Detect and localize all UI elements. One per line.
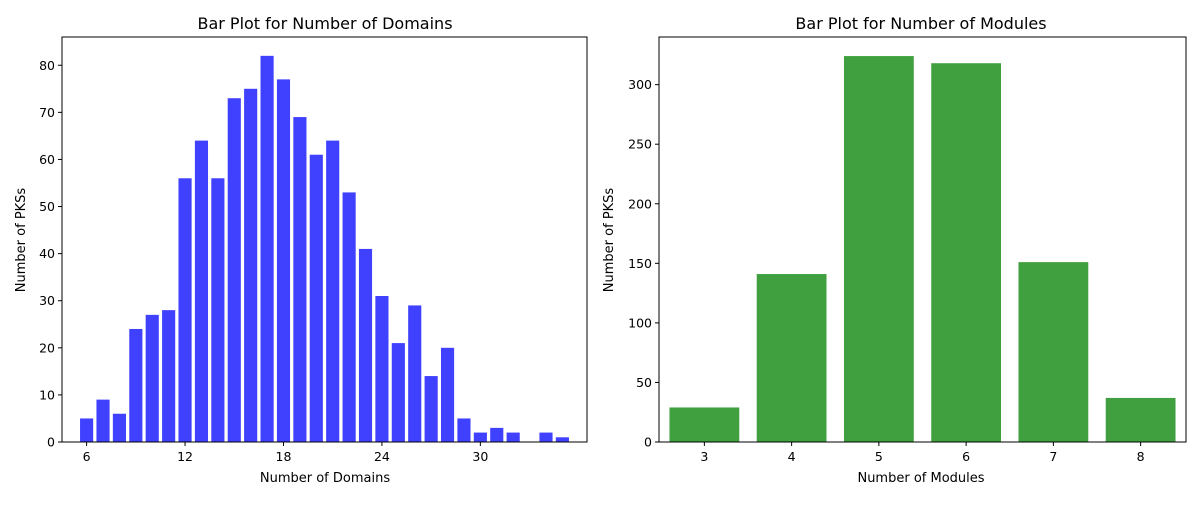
bars-group: [669, 56, 1176, 443]
y-tick-label: 80: [39, 58, 55, 73]
y-tick-label: 50: [636, 375, 652, 390]
bar: [931, 63, 1002, 443]
y-tick-label: 300: [628, 77, 652, 92]
y-tick-label: 0: [644, 435, 652, 450]
y-tick-label: 70: [39, 105, 55, 120]
y-tick-label: 50: [39, 199, 55, 214]
y-tick-label: 150: [628, 256, 652, 271]
x-tick-label: 30: [472, 449, 488, 464]
y-tick-label: 40: [39, 246, 55, 261]
x-ticks: 3 4 5 6 7 8: [700, 442, 1145, 464]
x-tick-label: 5: [875, 449, 883, 464]
bar: [342, 192, 356, 442]
x-tick-label: 6: [83, 449, 91, 464]
x-tick-label: 18: [276, 449, 292, 464]
bar: [391, 343, 405, 442]
bar: [408, 305, 422, 442]
bar: [539, 432, 553, 442]
x-ticks: 6 12 18 24 30: [83, 442, 488, 464]
bar: [194, 140, 209, 442]
bar: [490, 427, 504, 442]
bar: [276, 79, 291, 442]
bar: [375, 296, 389, 442]
x-tick-label: 6: [962, 449, 970, 464]
x-tick-label: 24: [374, 449, 390, 464]
bar: [756, 274, 827, 442]
bar: [244, 88, 258, 443]
plot-frame: [61, 36, 588, 443]
x-axis-label: Number of Modules: [857, 471, 984, 486]
y-tick-label: 10: [39, 387, 55, 402]
x-axis-label: Number of Domains: [260, 471, 390, 486]
y-tick-label: 60: [39, 152, 55, 167]
bar: [309, 154, 323, 443]
bar: [260, 55, 274, 443]
chart-title: Bar Plot for Number of Domains: [197, 14, 452, 33]
x-tick-label: 3: [700, 449, 708, 464]
bar: [326, 140, 340, 442]
x-tick-label: 8: [1137, 449, 1145, 464]
bar: [843, 56, 914, 443]
bar: [1018, 262, 1089, 442]
x-tick-label: 7: [1049, 449, 1057, 464]
y-tick-label: 30: [39, 293, 55, 308]
y-axis-label: Number of PKSs: [602, 188, 617, 293]
bar: [457, 418, 471, 442]
bar: [555, 437, 569, 442]
y-tick-label: 250: [628, 137, 652, 152]
bar: [506, 432, 520, 442]
bar: [80, 418, 94, 442]
bar: [440, 347, 455, 442]
x-tick-label: 4: [788, 449, 796, 464]
bar: [211, 178, 225, 442]
bars-group: [80, 55, 569, 443]
y-tick-label: 200: [628, 196, 652, 211]
bar: [669, 407, 740, 442]
plot-frame: [658, 36, 1187, 443]
modules-chart: Bar Plot for Number of Modules 3 4 5 6 7 8 0 5…: [602, 14, 1187, 486]
x-tick-label: 12: [177, 449, 193, 464]
bar: [129, 328, 143, 442]
y-tick-label: 20: [39, 340, 55, 355]
bar: [145, 314, 159, 442]
y-ticks: 0 50 100 150 200 250 300: [628, 77, 659, 450]
chart-title: Bar Plot for Number of Modules: [795, 14, 1046, 33]
bar: [473, 432, 487, 442]
bar: [112, 413, 126, 442]
bar: [162, 310, 176, 442]
bar: [293, 117, 307, 442]
bar: [96, 399, 110, 442]
bar: [358, 248, 373, 442]
bar: [1105, 397, 1176, 442]
domains-chart: Bar Plot for Number of Domains 6 12 18 24 30…: [14, 14, 588, 486]
bar: [227, 98, 241, 442]
bar: [178, 178, 192, 442]
y-tick-label: 100: [628, 315, 652, 330]
y-tick-label: 0: [47, 435, 55, 450]
y-ticks: 0 10 20 30 40 50 60 70 80: [39, 58, 62, 450]
bar: [424, 376, 438, 442]
y-axis-label: Number of PKSs: [14, 188, 29, 293]
